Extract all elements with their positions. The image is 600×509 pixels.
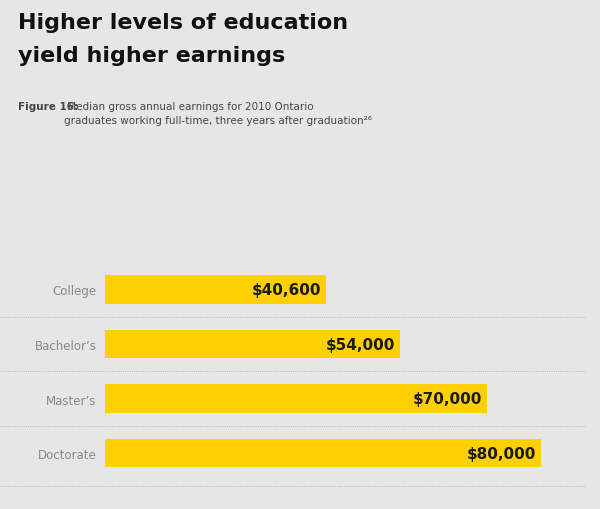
Bar — [105, 276, 326, 304]
Text: $70,000: $70,000 — [413, 391, 482, 406]
Text: $40,600: $40,600 — [252, 282, 322, 297]
Text: Figure 16:: Figure 16: — [18, 102, 78, 112]
Text: Higher levels of education: Higher levels of education — [18, 13, 348, 33]
Text: yield higher earnings: yield higher earnings — [18, 46, 285, 66]
Bar — [105, 330, 400, 358]
Bar — [105, 385, 487, 413]
Bar — [105, 439, 541, 467]
Text: Median gross annual earnings for 2010 Ontario
graduates working full-time, three: Median gross annual earnings for 2010 On… — [64, 102, 371, 126]
Text: $54,000: $54,000 — [325, 337, 395, 352]
Text: $80,000: $80,000 — [467, 446, 536, 461]
